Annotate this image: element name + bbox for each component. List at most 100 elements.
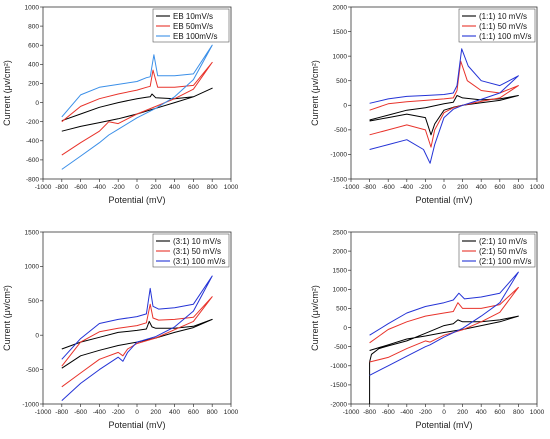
series-line-3 <box>369 271 519 376</box>
chart-panel-2: -1000 -800 -600 -400 -200 0 200 400 600 800 1000-1… <box>310 4 545 205</box>
x-tick-label: 400 <box>169 409 180 416</box>
x-tick-label: 200 <box>150 409 161 416</box>
y-tick-label: 1500 <box>333 29 348 36</box>
x-tick-label: 800 <box>513 184 524 191</box>
x-tick-label: -600 <box>74 184 87 191</box>
y-tick-label: 0 <box>343 103 347 110</box>
x-tick-label: -1000 <box>35 184 52 191</box>
y-tick-label: -1000 <box>330 363 347 370</box>
x-tick-label: 200 <box>150 184 161 191</box>
legend-label: (2:1) 100 mV/s <box>479 257 531 266</box>
legend: (2:1) 10 mV/s(2:1) 50 mV/s(2:1) 100 mV/s <box>458 233 536 268</box>
legend-label: (1:1) 50 mV/s <box>479 22 527 31</box>
legend-label: (3:1) 50 mV/s <box>173 247 221 256</box>
x-tick-label: 400 <box>169 184 180 191</box>
y-tick-label: 800 <box>28 23 39 30</box>
x-tick-label: -400 <box>93 409 106 416</box>
x-tick-label: 800 <box>207 184 218 191</box>
x-tick-label: -800 <box>55 184 68 191</box>
x-tick-label: 400 <box>476 409 487 416</box>
x-tick-label: 0 <box>135 409 139 416</box>
y-axis-title: Current (μv/cm²) <box>2 60 12 126</box>
y-tick-label: 500 <box>336 78 347 85</box>
y-tick-label: 1000 <box>333 287 348 294</box>
y-tick-label: 600 <box>28 43 39 50</box>
x-tick-label: -200 <box>419 409 432 416</box>
x-tick-label: 1000 <box>530 184 545 191</box>
x-tick-label: -800 <box>363 409 376 416</box>
y-tick-label: -1500 <box>330 176 347 183</box>
y-axis-title: Current (μv/cm²) <box>310 60 320 126</box>
x-tick-label: -400 <box>93 184 106 191</box>
x-tick-label: -800 <box>55 409 68 416</box>
series-line-2 <box>369 60 519 148</box>
x-tick-label: -200 <box>112 409 125 416</box>
x-tick-label: -600 <box>382 409 395 416</box>
x-tick-label: -600 <box>382 184 395 191</box>
y-tick-label: 1000 <box>25 4 40 11</box>
x-tick-label: 600 <box>188 184 199 191</box>
x-tick-label: -400 <box>400 409 413 416</box>
y-tick-label: 1500 <box>333 268 348 275</box>
x-tick-label: 0 <box>135 184 139 191</box>
y-tick-label: -500 <box>334 344 347 351</box>
x-tick-label: -200 <box>419 184 432 191</box>
legend: (3:1) 10 mV/s(3:1) 50 mV/s(3:1) 100 mV/s <box>152 233 230 268</box>
x-tick-label: -1000 <box>343 184 360 191</box>
y-tick-label: 200 <box>28 81 39 88</box>
legend-label: (3:1) 100 mV/s <box>173 257 225 266</box>
y-tick-label: 0 <box>343 325 347 332</box>
legend-label: (1:1) 100 mV/s <box>479 32 531 41</box>
y-tick-label: -500 <box>334 127 347 134</box>
series-line-3 <box>61 44 213 170</box>
legend: EB 10mV/sEB 50mV/sEB 100mV/s <box>152 8 230 43</box>
x-tick-label: -1000 <box>343 409 360 416</box>
legend: (1:1) 10 mV/s(1:1) 50 mV/s(1:1) 100 mV/s <box>458 8 536 43</box>
x-tick-label: 200 <box>457 409 468 416</box>
series-line-3 <box>61 275 213 401</box>
y-tick-label: -500 <box>26 367 39 374</box>
y-tick-label: -1500 <box>330 382 347 389</box>
x-tick-label: 200 <box>457 184 468 191</box>
y-tick-label: -400 <box>26 138 39 145</box>
x-tick-label: 1000 <box>224 409 239 416</box>
series-line-1 <box>61 318 213 369</box>
series-line-1 <box>369 95 519 136</box>
x-axis-title: Potential (mV) <box>415 195 472 205</box>
y-tick-label: 1000 <box>333 53 348 60</box>
chart-panel-1: -1000 -800 -600 -400 -200 0 200 400 600 800 1000 -8… <box>2 4 239 205</box>
y-tick-label: -2000 <box>330 401 347 408</box>
y-tick-label: -200 <box>26 119 39 126</box>
x-axis-title: Potential (mV) <box>108 420 165 430</box>
x-axis-title: Potential (mV) <box>108 195 165 205</box>
chart-panel-4: -1000 -800 -600 -400 -200 0 200 400 600 800 1000-2… <box>310 229 545 430</box>
x-tick-label: 800 <box>207 409 218 416</box>
x-tick-label: 0 <box>442 184 446 191</box>
y-tick-label: 0 <box>35 333 39 340</box>
legend-label: (1:1) 10 mV/s <box>479 12 527 21</box>
series-line-3 <box>369 48 519 164</box>
y-tick-label: -800 <box>26 176 39 183</box>
x-tick-label: -800 <box>363 184 376 191</box>
y-tick-label: 0 <box>35 100 39 107</box>
x-tick-label: 600 <box>494 184 505 191</box>
y-axis-title: Current (μv/cm²) <box>310 285 320 351</box>
x-tick-label: -1000 <box>35 409 52 416</box>
series-line-2 <box>61 61 213 156</box>
y-tick-label: 1500 <box>25 229 40 236</box>
y-tick-label: -1000 <box>330 152 347 159</box>
y-tick-label: 2500 <box>333 229 348 236</box>
x-tick-label: -400 <box>400 184 413 191</box>
y-tick-label: 500 <box>336 306 347 313</box>
y-tick-label: 2000 <box>333 4 348 11</box>
legend-label: (3:1) 10 mV/s <box>173 237 221 246</box>
series-line-1 <box>369 315 519 404</box>
legend-label: EB 50mV/s <box>173 22 213 31</box>
chart-panel-3: -1000 -800 -600 -400 -200 0 200 400 600 800 1000-1… <box>2 229 239 430</box>
series-line-2 <box>369 286 519 363</box>
y-tick-label: 400 <box>28 62 39 69</box>
x-tick-label: 600 <box>494 409 505 416</box>
y-tick-label: -1000 <box>22 401 39 408</box>
y-axis-title: Current (μv/cm²) <box>2 285 12 351</box>
